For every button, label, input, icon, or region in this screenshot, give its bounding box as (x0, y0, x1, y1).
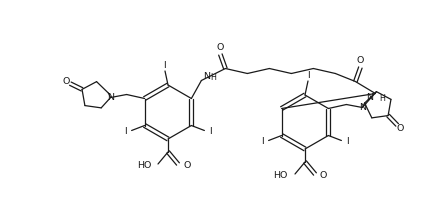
Text: O: O (320, 170, 327, 179)
Text: HO: HO (137, 162, 151, 170)
Text: HO: HO (274, 172, 288, 180)
Text: O: O (397, 124, 404, 133)
Text: I: I (209, 127, 212, 136)
Text: H: H (211, 73, 216, 82)
Text: H: H (379, 94, 385, 103)
Text: N: N (107, 93, 114, 102)
Text: N: N (203, 72, 211, 81)
Text: O: O (183, 161, 190, 169)
Text: I: I (163, 60, 165, 70)
Text: I: I (346, 137, 349, 146)
Text: N: N (359, 103, 366, 112)
Text: O: O (357, 56, 364, 65)
Text: O: O (62, 77, 69, 86)
Text: N: N (366, 93, 373, 102)
Text: I: I (261, 137, 263, 146)
Text: I: I (124, 127, 127, 136)
Text: I: I (308, 71, 310, 80)
Text: O: O (217, 43, 224, 52)
